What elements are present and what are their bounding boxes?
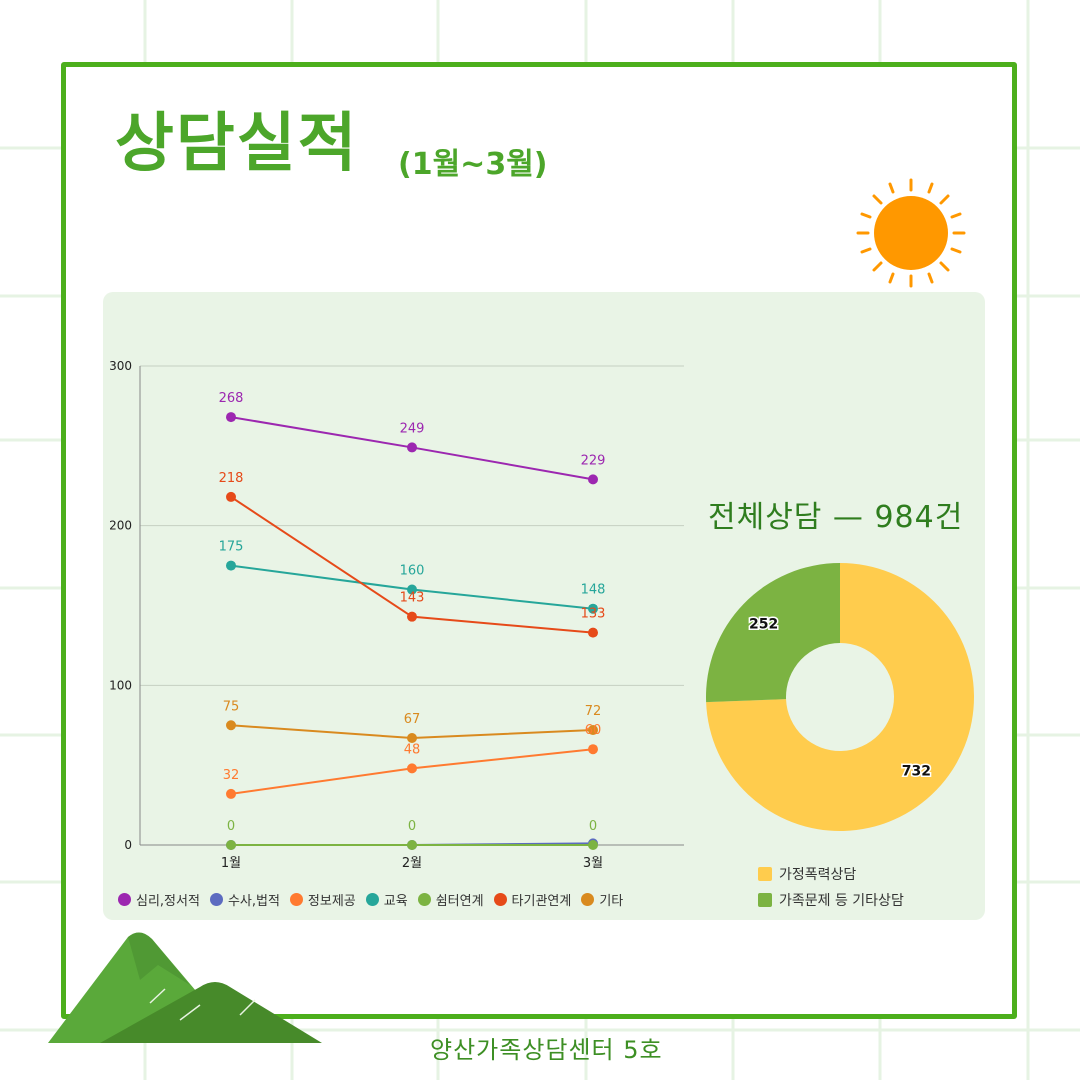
legend-swatch xyxy=(289,893,303,906)
legend-swatch xyxy=(758,867,772,881)
donut-chart: 732 252 xyxy=(705,563,975,831)
legend-label: 수사,법적 xyxy=(227,894,280,909)
data-point xyxy=(226,840,236,850)
legend-item: 쉼터연계 xyxy=(417,890,484,909)
legend-item: 수사,법적 xyxy=(209,890,280,909)
x-tick-label: 3월 xyxy=(583,856,603,871)
data-label: 229 xyxy=(581,453,606,468)
data-point xyxy=(226,491,236,502)
donut-slice xyxy=(706,563,975,831)
data-point xyxy=(588,725,598,736)
data-label: 133 xyxy=(581,607,606,622)
legend-swatch xyxy=(493,893,507,906)
data-point xyxy=(407,840,417,850)
data-label: 48 xyxy=(404,742,421,757)
legend-label: 심리,정서적 xyxy=(136,894,200,909)
data-point xyxy=(588,627,598,638)
page-subtitle: (1월~3월) xyxy=(398,147,548,182)
legend-label: 쉼터연계 xyxy=(435,894,484,909)
legend-item: 가정폭력상담 xyxy=(758,864,904,884)
data-point xyxy=(226,720,236,731)
data-label: 0 xyxy=(408,819,416,834)
data-label: 0 xyxy=(227,819,235,834)
data-label: 60 xyxy=(585,723,602,738)
legend-swatch xyxy=(758,893,772,907)
y-tick-label: 200 xyxy=(109,519,132,533)
data-label: 148 xyxy=(581,583,606,598)
data-point xyxy=(407,733,417,744)
data-point xyxy=(588,744,598,755)
data-point xyxy=(407,763,417,774)
legend-swatch xyxy=(365,893,379,906)
legend-item: 정보제공 xyxy=(289,890,356,909)
legend-item: 심리,정서적 xyxy=(118,890,200,909)
legend-swatch xyxy=(417,893,431,906)
legend-label: 가족문제 등 기타상담 xyxy=(779,893,904,909)
legend-label: 정보제공 xyxy=(307,894,356,909)
legend-swatch xyxy=(209,893,223,906)
legend-item: 타기관연계 xyxy=(493,890,572,909)
legend-item: 가족문제 등 기타상담 xyxy=(758,890,904,910)
legend-swatch xyxy=(118,893,131,906)
data-point xyxy=(407,611,417,622)
mountain-icon xyxy=(48,932,322,1043)
y-tick-label: 300 xyxy=(109,359,132,373)
total-consultations: 전체상담 — 984건 xyxy=(708,500,964,535)
donut-slice xyxy=(705,563,840,703)
x-tick-label: 1월 xyxy=(221,856,241,871)
legend-label: 기타 xyxy=(599,894,624,909)
data-point xyxy=(588,474,598,485)
line-chart: 0 100 200 300 1월 2월 3월 268 249 229 32 48 60 175 160 148… xyxy=(109,359,684,871)
data-label: 72 xyxy=(585,704,602,719)
x-tick-label: 2월 xyxy=(402,856,422,871)
data-point xyxy=(588,603,598,614)
data-point xyxy=(588,840,598,850)
data-point xyxy=(226,560,236,571)
legend-label: 교육 xyxy=(383,894,408,909)
legend-item: 교육 xyxy=(365,890,408,909)
data-label: 218 xyxy=(219,471,244,486)
page-title: 상담실적 xyxy=(115,107,359,181)
data-label: 175 xyxy=(219,540,244,555)
data-label: 160 xyxy=(400,564,425,579)
sun-icon xyxy=(856,178,966,288)
data-point xyxy=(407,442,417,453)
line-chart-legend: 심리,정서적 수사,법적 정보제공 교육 쉼터연계 타기관연계 기타 xyxy=(118,890,623,909)
data-label: 249 xyxy=(400,421,425,436)
data-label: 0 xyxy=(589,819,597,834)
legend-item: 기타 xyxy=(581,890,623,909)
footer-text: 양산가족상담센터 5호 xyxy=(430,1036,663,1064)
data-point xyxy=(226,412,236,423)
data-label: 67 xyxy=(404,712,421,727)
data-label: 143 xyxy=(400,591,425,606)
legend-swatch xyxy=(581,893,595,906)
data-point xyxy=(407,584,417,595)
legend-label: 타기관연계 xyxy=(511,894,572,909)
slice-label: 252 xyxy=(749,616,778,632)
data-label: 75 xyxy=(223,699,240,714)
y-tick-label: 0 xyxy=(124,838,132,852)
y-tick-label: 100 xyxy=(109,678,132,692)
data-label: 268 xyxy=(219,391,244,406)
data-point xyxy=(226,788,236,799)
data-label: 32 xyxy=(223,768,240,783)
legend-label: 가정폭력상담 xyxy=(779,867,857,883)
slice-label: 732 xyxy=(902,764,931,780)
